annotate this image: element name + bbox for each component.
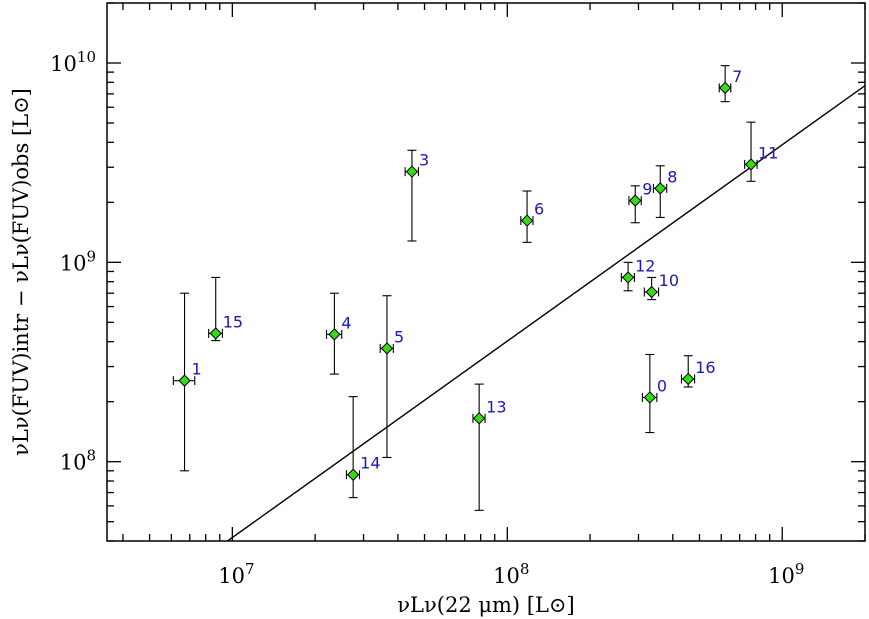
data-point-marker <box>643 391 657 404</box>
data-markers <box>178 81 758 481</box>
plot-frame <box>106 2 866 542</box>
data-point-label: 15 <box>223 312 243 331</box>
data-point-marker <box>645 285 658 299</box>
axis-ticks <box>107 2 866 542</box>
data-point-label: 6 <box>534 200 544 219</box>
data-point-label: 8 <box>667 167 677 186</box>
data-point-marker <box>744 158 758 171</box>
x-tick-label: 109 <box>768 560 804 588</box>
data-point-marker <box>209 327 222 340</box>
data-point-marker <box>178 374 191 387</box>
data-point-marker <box>520 214 534 227</box>
data-point-label: 11 <box>758 143 778 162</box>
data-point-marker <box>346 468 360 481</box>
data-point-marker <box>405 165 419 178</box>
data-point-label: 3 <box>419 151 429 170</box>
y-tick-label: 1010 <box>50 48 96 76</box>
data-point-label: 12 <box>635 256 655 275</box>
data-point-label: 4 <box>341 313 351 332</box>
fit-line-group <box>227 85 865 541</box>
data-point-label: 16 <box>695 358 715 377</box>
data-point-marker <box>328 328 341 341</box>
data-point-marker <box>682 372 695 386</box>
x-axis-label: νLν(22 μm) [L⊙] <box>397 593 574 617</box>
data-point-label: 13 <box>486 397 506 416</box>
data-point-marker <box>621 271 635 284</box>
data-point-marker <box>472 412 486 425</box>
data-point-label: 7 <box>732 67 742 86</box>
x-tick-label: 107 <box>218 560 254 588</box>
data-point-label: 9 <box>642 180 652 199</box>
y-tick-label: 109 <box>60 247 96 275</box>
data-point-label: 14 <box>360 454 380 473</box>
y-axis-label: νLν(FUV)intr − νLν(FUV)obs [L⊙] <box>9 88 33 456</box>
x-tick-label: 108 <box>493 560 529 588</box>
data-point-marker <box>654 182 667 195</box>
data-point-label: 0 <box>657 376 667 395</box>
y-tick-label: 108 <box>60 447 96 475</box>
data-point-label: 5 <box>394 327 404 346</box>
fit-line <box>227 85 865 541</box>
data-point-marker <box>718 81 732 95</box>
data-point-label: 10 <box>659 271 679 290</box>
data-point-marker <box>380 342 394 355</box>
data-point-marker <box>629 194 642 207</box>
data-point-label: 1 <box>192 360 202 379</box>
